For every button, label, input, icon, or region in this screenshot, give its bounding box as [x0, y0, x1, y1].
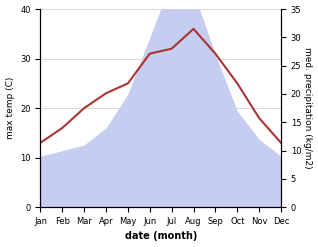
- X-axis label: date (month): date (month): [125, 231, 197, 242]
- Y-axis label: med. precipitation (kg/m2): med. precipitation (kg/m2): [303, 47, 313, 169]
- Y-axis label: max temp (C): max temp (C): [5, 77, 15, 139]
